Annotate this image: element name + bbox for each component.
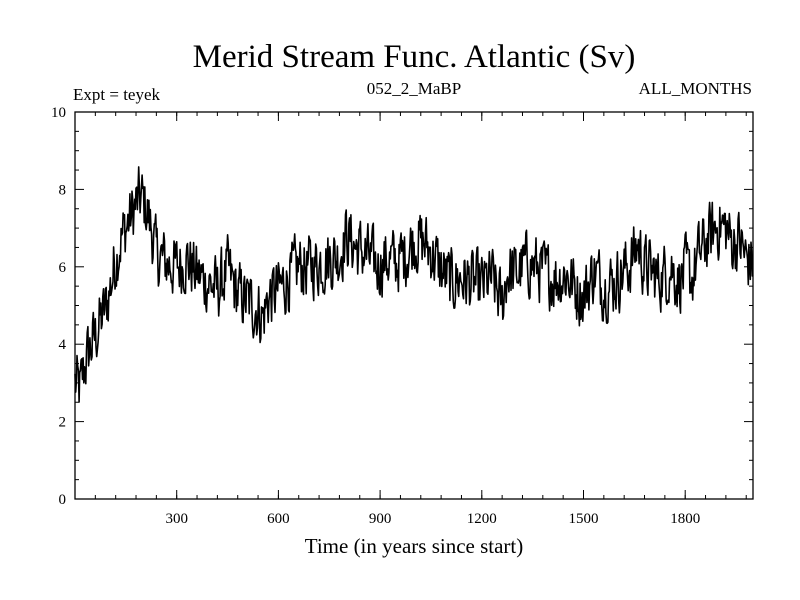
x-tick-labels: 300 600 900 1200 1500 1800: [165, 511, 700, 527]
x-tick-label: 1200: [467, 511, 497, 527]
chart-title: Merid Stream Func. Atlantic (Sv): [193, 39, 636, 75]
y-tick-label: 6: [59, 260, 67, 276]
y-tick-label: 0: [59, 492, 67, 508]
x-tick-label: 1500: [569, 511, 599, 527]
x-tick-label: 900: [369, 511, 392, 527]
x-tick-label: 300: [165, 511, 188, 527]
y-tick-label: 4: [59, 337, 67, 353]
y-tick-label: 10: [51, 105, 66, 121]
y-tick-label: 2: [59, 415, 67, 431]
tick-marks: [75, 111, 753, 500]
experiment-label: Expt = teyek: [73, 85, 161, 104]
y-tick-label: 8: [59, 182, 67, 198]
x-tick-label: 1800: [670, 511, 700, 527]
months-label: ALL_MONTHS: [639, 79, 752, 98]
run-label: 052_2_MaBP: [367, 79, 461, 98]
y-tick-labels: 0 2 4 6 8 10: [51, 105, 67, 508]
plot-frame: [74, 111, 754, 500]
series-line: [74, 166, 754, 403]
x-axis-label: Time (in years since start): [305, 534, 524, 558]
x-tick-label: 600: [267, 511, 290, 527]
